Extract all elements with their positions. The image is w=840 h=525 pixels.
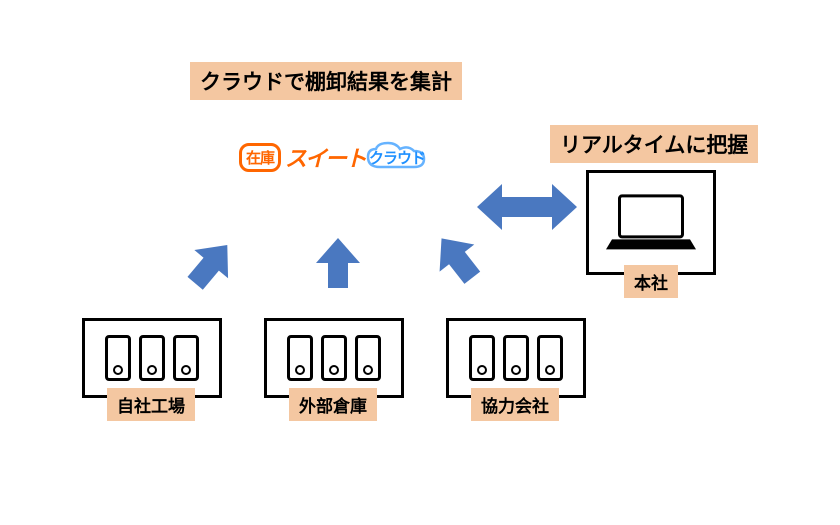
realtime-text: リアルタイムに把握 [560,134,748,157]
source-node-2 [446,318,586,398]
logo-cloud-text: クラウド [369,147,425,168]
laptop-icon [606,194,696,249]
hq-node [586,170,716,275]
title-label: クラウドで棚卸結果を集計 [190,62,462,100]
cloud-node: 在庫 スイート クラウド [207,118,457,196]
source-label-text-2: 協力会社 [481,397,549,416]
arrow-up-center [298,228,378,308]
source-label-1: 外部倉庫 [289,388,377,421]
logo-zaiko-text: 在庫 [239,143,281,172]
arrow-up-right [420,222,500,302]
source-node-0 [82,318,222,398]
arrow-up-left [168,228,248,308]
phones-icon [105,335,199,381]
hq-label-text: 本社 [634,274,668,293]
realtime-label: リアルタイムに把握 [550,125,758,163]
source-label-text-0: 自社工場 [117,397,185,416]
product-logo: 在庫 スイート クラウド [239,141,425,173]
source-label-2: 協力会社 [471,388,559,421]
phones-icon [287,335,381,381]
source-label-text-1: 外部倉庫 [299,397,367,416]
title-text: クラウドで棚卸結果を集計 [200,71,452,94]
source-label-0: 自社工場 [107,388,195,421]
source-node-1 [264,318,404,398]
hq-label: 本社 [624,265,678,298]
logo-cloud-icon: クラウド [369,147,425,168]
logo-sweet-text: スイート [285,141,365,173]
phones-icon [469,335,563,381]
arrow-double [467,172,587,242]
